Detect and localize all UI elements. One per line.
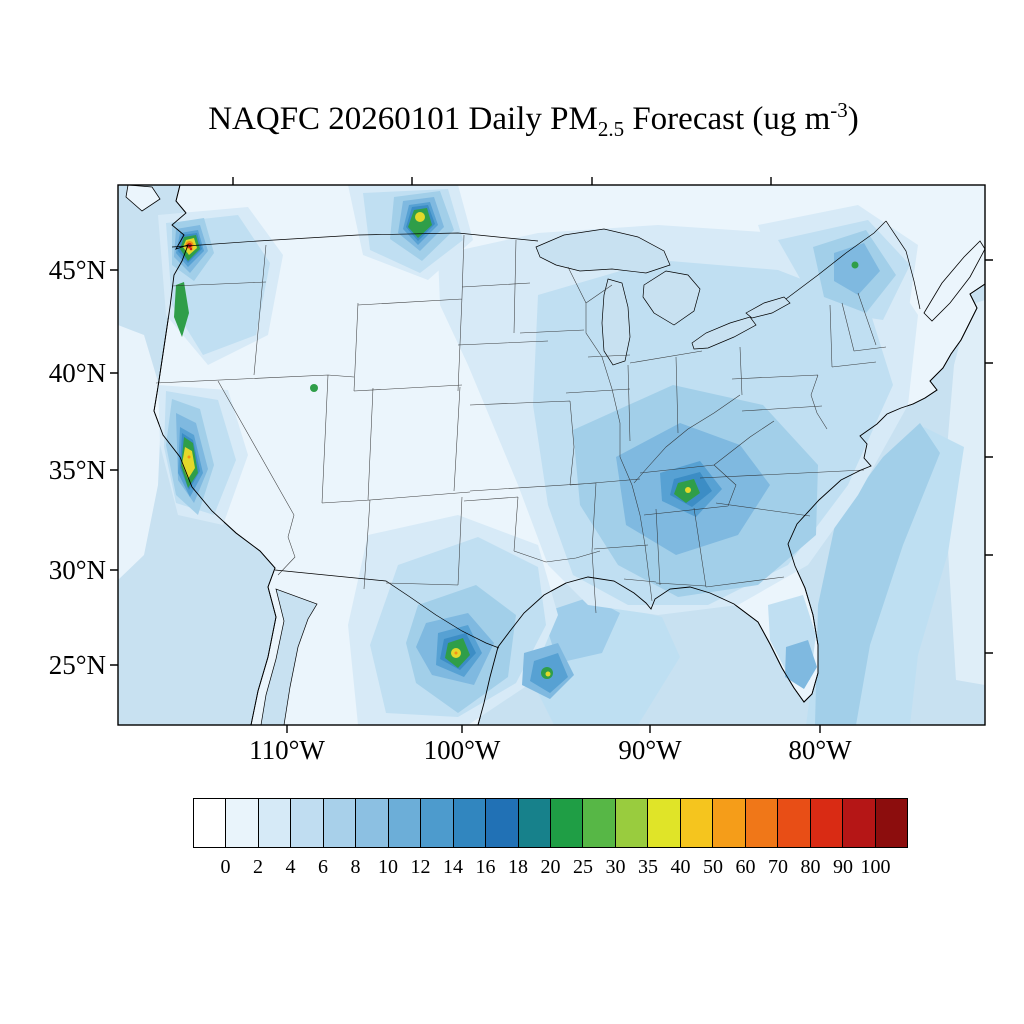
latitude-axis-label: 35°N: [48, 455, 106, 485]
colorbar-cell: [453, 799, 487, 847]
forecast-map-svg: [110, 177, 993, 733]
colorbar-cell: [550, 799, 584, 847]
colorbar-tick-label: 12: [410, 856, 431, 878]
coastline: [153, 184, 986, 726]
colorbar-cell: [388, 799, 422, 847]
title-prefix: NAQFC 20260101 Daily PM: [208, 101, 598, 137]
colorbar-cell: [615, 799, 649, 847]
colorbar-cells: [193, 798, 908, 848]
colorbar-tick-label: 14: [443, 856, 463, 878]
longitude-axis-label: 90°W: [618, 735, 682, 765]
state-borders: [155, 234, 887, 614]
latitude-axis-label: 30°N: [48, 555, 106, 585]
colorbar-cell: [356, 799, 389, 847]
colorbar-cell: [648, 799, 681, 847]
colorbar-cell: [680, 799, 714, 847]
colorbar-tick-label: 40: [670, 856, 691, 878]
colorbar-cell: [745, 799, 779, 847]
colorbar-tick-label: 4: [285, 856, 296, 878]
title-subscript: 2.5: [597, 117, 625, 141]
colorbar-tick-label: 80: [800, 856, 821, 878]
longitude-axis-label: 110°W: [249, 735, 325, 765]
vancouver-island: [125, 184, 161, 212]
colorbar-tick-label: 0: [220, 856, 231, 878]
latitude-axis-label: 40°N: [48, 358, 106, 388]
colorbar-cell: [226, 799, 259, 847]
colorbar-tick-label: 100: [860, 856, 891, 878]
colorbar-cell: [713, 799, 746, 847]
colorbar-tick-labels: 0 2 4 6 8 10 12 14 16 18 20 25 30 35 40 50 60 70 80 90 100: [193, 856, 908, 884]
colorbar-tick-label: 10: [378, 856, 398, 878]
colorbar-cell: [843, 799, 876, 847]
colorbar-tick-label: 16: [475, 856, 496, 878]
colorbar-cell: [518, 799, 551, 847]
colorbar-tick-label: 60: [735, 856, 756, 878]
colorbar-tick-label: 6: [318, 856, 328, 878]
colorbar-cell: [323, 799, 357, 847]
colorbar-cell: [778, 799, 811, 847]
map-frame: [110, 177, 993, 733]
colorbar-tick-label: 90: [832, 856, 853, 878]
colorbar-tick-label: 18: [507, 856, 528, 878]
colorbar-tick-label: 35: [638, 856, 658, 878]
figure-title: NAQFC 20260101 Daily PM2.5 Forecast (ug …: [100, 98, 967, 142]
longitude-axis-label: 80°W: [788, 735, 852, 765]
latitude-axis-label: 45°N: [48, 255, 106, 285]
colorbar-tick-label: 30: [605, 856, 626, 878]
colorbar-cell: [291, 799, 324, 847]
colorbar-tick-label: 50: [703, 856, 723, 878]
colorbar-cell: [583, 799, 616, 847]
colorbar-cell: [421, 799, 454, 847]
axis-ticks: [110, 177, 993, 733]
latitude-axis-label: 25°N: [48, 650, 106, 680]
title-superscript: -3: [830, 98, 848, 122]
colorbar-cell: [258, 799, 292, 847]
colorbar-cell: [194, 799, 227, 847]
colorbar-tick-label: 70: [768, 856, 788, 878]
colorbar-cell: [810, 799, 844, 847]
title-suffix: ): [847, 101, 859, 137]
national-borders: [171, 220, 921, 649]
colorbar-tick-label: 2: [253, 856, 263, 878]
colorbar-tick-label: 8: [350, 856, 361, 878]
colorbar-cell: [486, 799, 519, 847]
colorbar-cell: [875, 799, 907, 847]
great-lakes: [535, 228, 791, 366]
colorbar-tick-label: 25: [573, 856, 593, 878]
pm-contours-layer: [158, 185, 918, 725]
colorbar-tick-label: 20: [540, 856, 561, 878]
longitude-axis-label: 100°W: [423, 735, 501, 765]
title-middle: Forecast (ug m: [624, 101, 831, 137]
